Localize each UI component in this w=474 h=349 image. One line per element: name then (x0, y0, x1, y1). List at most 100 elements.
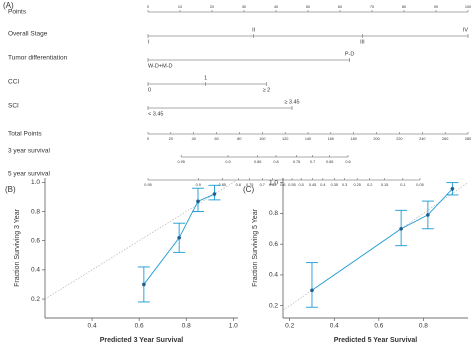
tick-label: 120 (282, 137, 288, 141)
tick-label: 0 (147, 5, 149, 9)
x-tick-label: 0.6 (135, 323, 144, 330)
tick-label: 40 (274, 5, 278, 9)
tick-label: 200 (373, 137, 379, 141)
tick-label: 0.5 (299, 183, 304, 187)
tick-label: 20 (169, 137, 173, 141)
level-label: ≥ 2 (263, 87, 271, 93)
x-tick-label: 0.8 (182, 323, 191, 330)
tick-label: 0.65 (269, 183, 276, 187)
tick-label: 0.25 (353, 183, 360, 187)
tick-label: 0.75 (246, 183, 253, 187)
y-tick-label: 0.2 (269, 302, 278, 309)
level-label: I (148, 39, 150, 45)
tick-label: 80 (402, 5, 406, 9)
tick-label: 80 (237, 137, 241, 141)
tick-label: 90 (434, 5, 438, 9)
y-axis-title: Fraction Surviving 3 Year (14, 208, 21, 286)
tick-label: 50 (306, 5, 310, 9)
tick-label: 0.95 (144, 183, 151, 187)
tick-label: 280 (465, 137, 471, 141)
point (310, 288, 314, 293)
tick-label: 0.65 (326, 160, 333, 164)
tick-label: 40 (192, 137, 196, 141)
tick-label: 0.6 (345, 160, 350, 164)
tick-label: 260 (442, 137, 448, 141)
tick-label: 0.75 (293, 160, 300, 164)
tick-label: 60 (338, 5, 342, 9)
tick-label: 0.85 (219, 183, 226, 187)
level-label: P-D (345, 51, 355, 57)
level-label: 1 (204, 75, 207, 81)
tick-label: 0.8 (273, 160, 278, 164)
x-axis-title: Predicted 3 Year Survival (100, 337, 184, 344)
x-tick-label: 0.2 (285, 323, 294, 330)
x-tick-label: 0.8 (419, 323, 428, 330)
tick-label: 0.15 (381, 183, 388, 187)
calibration-line (143, 193, 215, 285)
tick-label: 0.3 (342, 183, 347, 187)
axis-name: Total Points (8, 131, 42, 138)
tick-label: 0.8 (236, 183, 241, 187)
panel-label: (C) (243, 185, 254, 194)
tick-label: 0.95 (177, 160, 184, 164)
y-tick-label: 0.8 (269, 210, 278, 217)
x-tick-label: 0.6 (374, 323, 383, 330)
y-tick-label: 0.6 (31, 237, 40, 244)
point (142, 282, 146, 287)
level-label: III (360, 39, 365, 45)
tick-label: 100 (465, 5, 471, 9)
level-label: < 3.45 (148, 111, 163, 117)
level-label: ≥ 3.45 (284, 99, 299, 105)
point (426, 213, 430, 217)
level-label: W-D+M-D (148, 63, 173, 69)
y-tick-label: 0.4 (31, 267, 40, 274)
tick-label: 0.7 (310, 160, 315, 164)
panel-label: (A) (3, 1, 14, 10)
y-tick-label: 0.4 (269, 272, 278, 279)
tick-label: 0.2 (367, 183, 372, 187)
y-tick-label: 1.0 (31, 179, 40, 186)
tick-label: 10 (178, 5, 182, 9)
variable-name: Overall Stage (8, 31, 48, 38)
point (450, 186, 455, 191)
point (212, 192, 217, 196)
reference-line (44, 179, 239, 300)
calibration-line (311, 188, 453, 291)
tick-label: 0.9 (196, 183, 201, 187)
tick-label: 0.05 (416, 183, 423, 187)
variable-name: SCI (8, 103, 19, 110)
level-label: IV (463, 27, 469, 33)
tick-label: 0 (147, 137, 149, 141)
level-label: II (252, 27, 256, 33)
axis-name: 3 year survival (8, 148, 50, 155)
tick-label: 0.7 (260, 183, 265, 187)
panel-label: (B) (5, 185, 16, 194)
y-tick-label: 1.0 (269, 179, 278, 186)
axis-name: Points (8, 9, 27, 16)
y-axis-title: Fraction Surviving 5 Year (252, 208, 259, 286)
tick-label: 0.55 (288, 183, 295, 187)
x-tick-label: 0.4 (88, 323, 97, 330)
y-tick-label: 0.8 (31, 208, 40, 215)
variable-name: Tumor differentiation (8, 55, 68, 62)
tick-label: 220 (396, 137, 402, 141)
y-tick-label: 0.6 (269, 241, 278, 248)
tick-label: 0.35 (331, 183, 338, 187)
tick-label: 0.9 (225, 160, 230, 164)
y-tick-label: 0.2 (31, 296, 40, 303)
tick-label: 60 (214, 137, 218, 141)
tick-label: 70 (370, 5, 374, 9)
tick-label: 30 (242, 5, 246, 9)
point (196, 199, 200, 204)
tick-label: 100 (259, 137, 265, 141)
tick-label: 0.85 (254, 160, 261, 164)
tick-label: 0.45 (309, 183, 316, 187)
axis-name: 5 year survival (8, 171, 50, 178)
x-axis-title: Predicted 5 Year Survival (334, 337, 418, 344)
tick-label: 160 (328, 137, 334, 141)
point (177, 235, 181, 240)
tick-label: 20 (210, 5, 214, 9)
tick-label: 0.1 (400, 183, 405, 187)
